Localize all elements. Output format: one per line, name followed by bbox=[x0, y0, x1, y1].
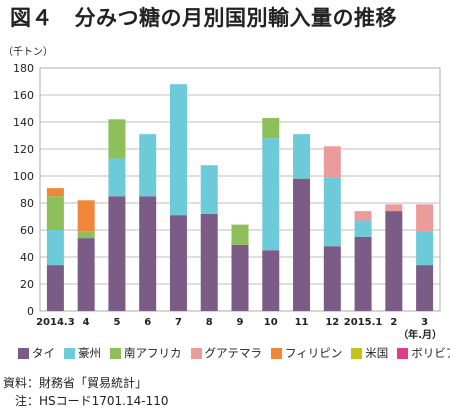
x-tick-label: 8 bbox=[206, 317, 213, 328]
legend-swatch bbox=[190, 347, 202, 359]
bar-segment bbox=[169, 215, 187, 311]
bar-segment bbox=[323, 177, 341, 247]
y-tick-label: 0 bbox=[27, 305, 34, 318]
bar-segment bbox=[416, 265, 434, 311]
bar-segment bbox=[354, 236, 372, 311]
bar-segment bbox=[46, 230, 64, 266]
legend-swatch bbox=[110, 347, 121, 359]
bar-segment bbox=[323, 246, 341, 311]
bar-segment bbox=[231, 244, 249, 311]
legend-item: フィリピン bbox=[271, 345, 342, 361]
y-tick-label: 80 bbox=[20, 197, 34, 210]
bar-segment bbox=[77, 238, 95, 311]
bar-segment bbox=[385, 204, 403, 212]
legend-item: グアテマラ bbox=[190, 345, 263, 361]
legend-item: タイ bbox=[18, 345, 55, 361]
y-tick-label: 40 bbox=[20, 251, 34, 264]
bar-segment bbox=[416, 204, 434, 232]
x-tick-label: 2015.1 bbox=[344, 317, 383, 328]
bar-segment bbox=[354, 211, 372, 221]
x-tick-label: 5 bbox=[113, 317, 120, 328]
y-tick-label: 180 bbox=[13, 62, 34, 75]
legend-item: 南アフリカ bbox=[110, 345, 182, 361]
bar-segment bbox=[77, 231, 95, 239]
bar-segment bbox=[46, 196, 64, 230]
x-tick-label: 3 bbox=[421, 317, 428, 328]
bar-segment bbox=[77, 200, 95, 232]
legend-item: ボリビア bbox=[397, 345, 450, 361]
x-tick-label: 6 bbox=[144, 317, 151, 328]
bar-segment bbox=[293, 178, 311, 311]
legend-swatch bbox=[351, 347, 363, 359]
x-tick-label: 7 bbox=[175, 317, 182, 328]
legend-label: 米国 bbox=[365, 346, 389, 360]
bar-segment bbox=[46, 265, 64, 311]
x-tick-label: 11 bbox=[295, 317, 309, 328]
bar-segment bbox=[108, 196, 126, 311]
bar-segment bbox=[108, 158, 126, 197]
x-tick-label: 4 bbox=[83, 317, 90, 328]
bar-segment bbox=[169, 84, 187, 216]
legend-label: 豪州 bbox=[78, 346, 101, 360]
bar-segment bbox=[354, 220, 372, 237]
bar-segment bbox=[293, 134, 311, 179]
y-tick-label: 60 bbox=[20, 224, 34, 237]
y-tick-label: 140 bbox=[13, 116, 34, 129]
chart-legend: タイ 豪州 南アフリカ グアテマラ フィリピン 米国 ボリビア bbox=[18, 345, 450, 361]
legend-item: 米国 bbox=[351, 345, 388, 361]
legend-label: フィリピン bbox=[285, 346, 343, 360]
x-axis-unit-label: （年.月） bbox=[398, 328, 442, 341]
x-tick-label: 9 bbox=[237, 317, 244, 328]
legend-swatch bbox=[397, 347, 409, 359]
legend-label: ボリビア bbox=[411, 346, 450, 360]
bar-segment bbox=[416, 231, 434, 266]
x-tick-label: 10 bbox=[264, 317, 278, 328]
bar-segment bbox=[108, 119, 126, 159]
legend-item: 豪州 bbox=[64, 345, 101, 361]
y-tick-label: 160 bbox=[13, 89, 34, 102]
legend-label: グアテマラ bbox=[204, 346, 263, 360]
x-tick-label: 2014.3 bbox=[36, 317, 75, 328]
bar-segment bbox=[139, 196, 157, 311]
bar-segment bbox=[46, 188, 64, 197]
bar-segment bbox=[200, 213, 218, 311]
legend-label: 南アフリカ bbox=[124, 346, 182, 360]
bar-segment bbox=[262, 138, 280, 251]
bar-segment bbox=[200, 165, 218, 214]
y-tick-label: 120 bbox=[13, 143, 34, 156]
legend-swatch bbox=[18, 347, 29, 359]
legend-label: タイ bbox=[32, 346, 55, 360]
x-tick-label: 12 bbox=[325, 317, 339, 328]
bar-segment bbox=[139, 134, 157, 197]
bar-segment bbox=[385, 211, 403, 311]
legend-swatch bbox=[271, 347, 282, 359]
y-axis-unit-label: （千トン） bbox=[3, 47, 53, 58]
y-tick-label: 20 bbox=[20, 278, 34, 291]
bar-segment bbox=[231, 224, 249, 245]
hs-code-note: 注：HSコード1701.14-110 bbox=[3, 394, 169, 408]
legend-swatch bbox=[64, 347, 75, 359]
bar-segment bbox=[262, 117, 280, 139]
y-tick-label: 100 bbox=[13, 170, 34, 183]
x-tick-label: 2 bbox=[390, 317, 397, 328]
bar-segment bbox=[262, 250, 280, 311]
bar-segment bbox=[323, 146, 341, 178]
stacked-bar-chart: 0 20 40 60 80 100 120 140 160 180 2014.3 4 5 6 7 8 9 10 11… bbox=[13, 62, 442, 341]
chart-title: 図４ 分みつ糖の月別国別輸入量の推移 bbox=[10, 6, 397, 30]
source-note: 資料：財務省「貿易統計」 bbox=[3, 376, 148, 390]
